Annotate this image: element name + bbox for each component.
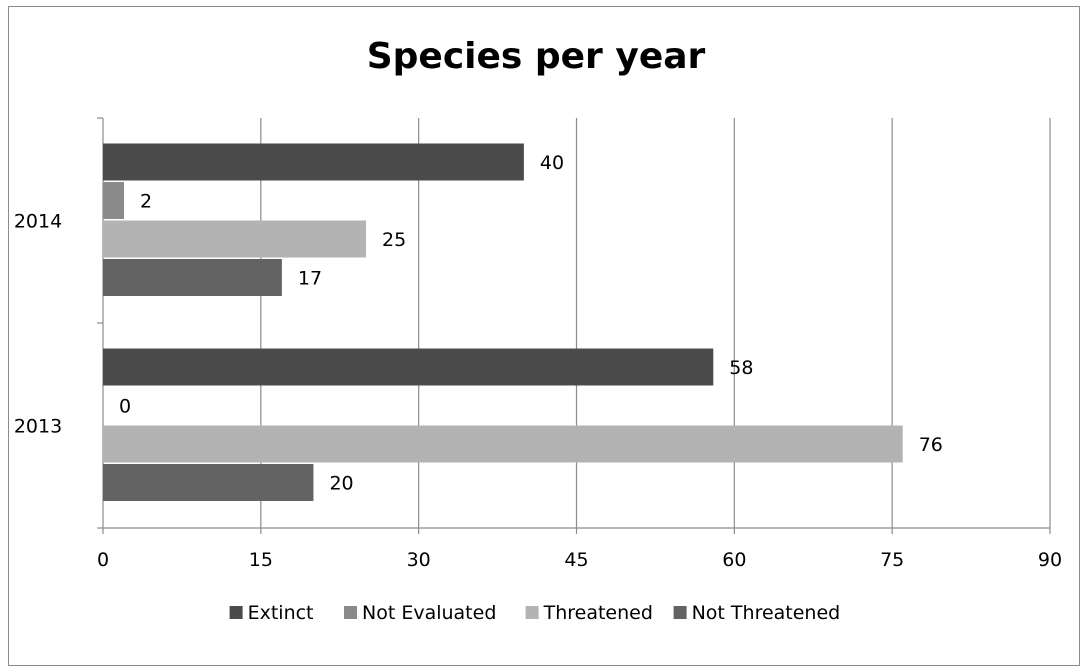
legend-swatch-not-evaluated: [344, 606, 357, 619]
x-tick-label-60: 60: [722, 549, 746, 571]
data-label-2014-not-evaluated: 2: [140, 191, 152, 213]
x-tick-label-45: 45: [564, 549, 588, 571]
data-label-2014-threatened: 25: [382, 229, 406, 251]
chart-frame: [8, 6, 1080, 666]
tick-labels: 0 15 30 45 60 75 90 2013 2014: [14, 211, 1062, 572]
data-label-2014-not-threatened: 17: [298, 268, 322, 290]
legend-swatch-extinct: [229, 606, 243, 619]
legend-label-not-threatened: Not Threatened: [692, 602, 841, 624]
data-labels: 58 0 76 20 40 2 25 17: [119, 152, 943, 495]
data-label-2013-extinct: 58: [729, 357, 753, 379]
data-label-2014-extinct: 40: [540, 152, 564, 174]
x-tick-label-90: 90: [1038, 549, 1062, 571]
data-label-2013-not-evaluated: 0: [119, 396, 131, 418]
bar-2014-not-threatened: [103, 259, 282, 296]
y-tick-label-2014: 2014: [14, 211, 62, 233]
bar-2014-extinct: [103, 143, 524, 181]
chart-title: Species per year: [366, 36, 706, 77]
y-tick-label-2013: 2013: [14, 416, 62, 438]
legend-swatch-not-threatened: [673, 606, 687, 619]
x-tick-label-15: 15: [249, 549, 273, 571]
x-tick-label-30: 30: [407, 549, 431, 571]
bars: [103, 143, 903, 501]
bar-2013-not-threatened: [103, 464, 314, 501]
x-tick-label-0: 0: [97, 549, 109, 571]
bar-2013-threatened: [103, 425, 903, 463]
data-label-2013-not-threatened: 20: [329, 473, 353, 495]
bar-2014-not-evaluated: [103, 182, 125, 219]
legend-label-not-evaluated: Not Evaluated: [362, 602, 496, 624]
x-tick-label-75: 75: [880, 549, 904, 571]
bar-2013-extinct: [103, 348, 714, 386]
legend: Extinct Not Evaluated Threatened Not Threat…: [229, 602, 841, 624]
legend-swatch-threatened: [525, 606, 539, 619]
bar-2014-threatened: [103, 220, 367, 258]
data-label-2013-threatened: 76: [919, 434, 943, 456]
legend-label-extinct: Extinct: [248, 602, 314, 624]
legend-label-threatened: Threatened: [543, 602, 653, 624]
